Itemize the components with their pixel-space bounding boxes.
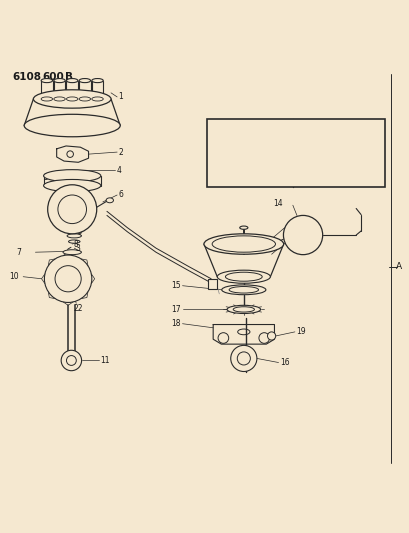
Text: 20: 20 [311,148,321,157]
Circle shape [291,224,314,246]
Ellipse shape [43,180,101,192]
Ellipse shape [204,234,283,254]
Text: 12: 12 [285,239,294,248]
Text: 8: 8 [73,239,78,248]
Ellipse shape [217,270,270,283]
Ellipse shape [106,198,113,203]
Ellipse shape [68,240,80,243]
Ellipse shape [41,97,52,101]
Text: 6108: 6108 [12,72,41,82]
Circle shape [267,332,275,340]
Bar [207,279,216,289]
Circle shape [283,215,322,255]
Text: A: A [395,262,401,271]
Text: 17: 17 [171,305,181,314]
Text: 22: 22 [73,304,82,313]
Ellipse shape [63,250,81,255]
Ellipse shape [211,236,275,252]
Ellipse shape [239,226,247,229]
Bar [207,119,384,187]
Ellipse shape [41,78,52,83]
Circle shape [44,255,92,302]
Text: 16: 16 [279,358,289,367]
Circle shape [58,195,86,224]
Text: 13: 13 [285,223,295,232]
Text: 1: 1 [118,92,123,101]
Ellipse shape [227,305,260,313]
Text: 4: 4 [116,166,121,175]
Text: 2: 2 [118,148,123,157]
Text: 21: 21 [249,155,258,164]
Ellipse shape [33,90,111,108]
Text: 6: 6 [118,190,123,199]
Circle shape [61,350,81,370]
Ellipse shape [225,272,262,281]
Text: B: B [65,72,73,82]
Ellipse shape [221,285,265,295]
Text: 7: 7 [16,248,21,257]
Ellipse shape [54,78,65,83]
Text: 3: 3 [75,244,80,253]
Text: 600: 600 [43,72,64,82]
Ellipse shape [229,287,258,293]
Ellipse shape [233,307,254,312]
Circle shape [230,345,256,372]
Ellipse shape [79,78,90,83]
Ellipse shape [92,97,103,101]
Text: 19: 19 [295,327,305,336]
Text: 11: 11 [100,356,109,365]
Text: 14: 14 [273,199,283,208]
Text: 15: 15 [171,281,181,290]
Text: 5: 5 [43,173,48,182]
Ellipse shape [43,169,101,182]
Ellipse shape [66,78,78,83]
Ellipse shape [24,114,120,137]
Ellipse shape [66,97,78,101]
Text: 10: 10 [10,272,19,281]
Ellipse shape [79,97,90,101]
Circle shape [47,185,97,234]
Ellipse shape [92,78,103,83]
Ellipse shape [67,234,81,238]
Circle shape [55,265,81,292]
Ellipse shape [54,97,65,101]
Text: 9: 9 [77,227,82,236]
Text: 18: 18 [171,319,180,328]
